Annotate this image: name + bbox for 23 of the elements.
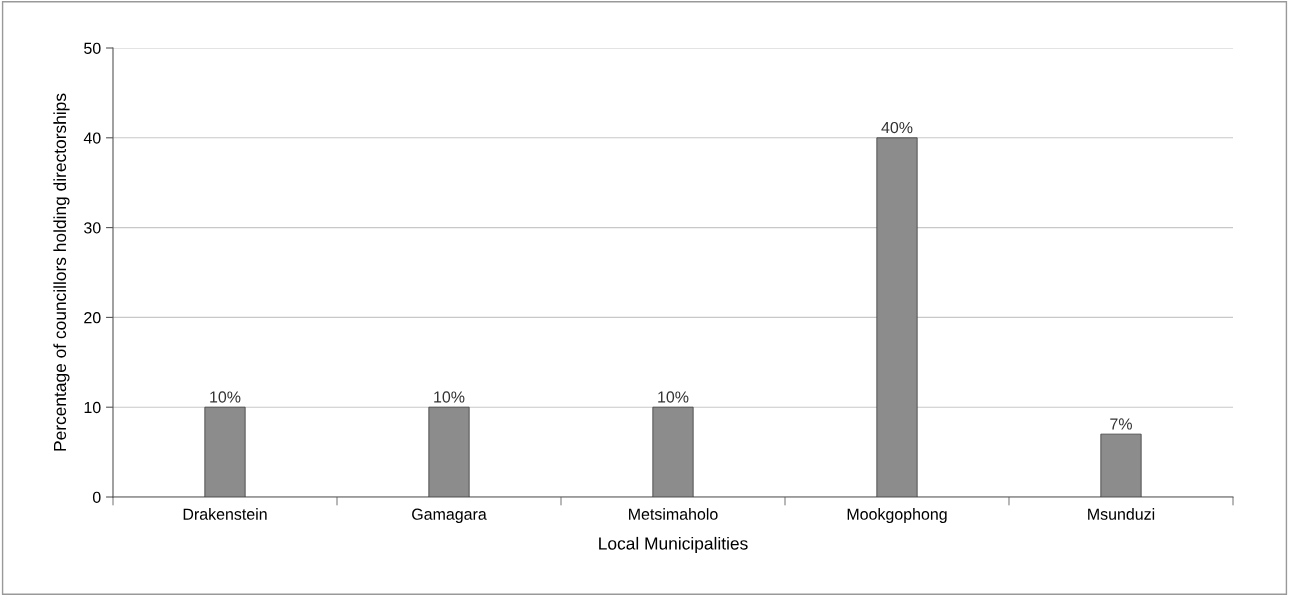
- x-tick-label: Msunduzi: [1088, 508, 1155, 520]
- bar: [428, 406, 470, 497]
- x-tick-label: Metsimaholo: [629, 508, 718, 520]
- y-tick-label: 40: [83, 132, 101, 144]
- x-axis-title: Local Municipalities: [599, 536, 748, 554]
- y-axis-title: Percentage of councillors holding directorships: [53, 93, 70, 451]
- data-label: 10%: [210, 391, 241, 403]
- y-tick-label: 20: [84, 312, 101, 324]
- bar: [1100, 433, 1142, 497]
- data-label: 10%: [658, 391, 689, 403]
- y-tick-label: 30: [84, 222, 101, 234]
- bar: [652, 406, 694, 497]
- y-tick-label: 10: [84, 401, 101, 414]
- x-tick-label: Drakenstein: [183, 508, 267, 520]
- x-tick-label: Gamagara: [412, 508, 487, 523]
- data-label: 10%: [434, 391, 465, 403]
- data-label: 7%: [1110, 418, 1132, 430]
- y-tick-label: 0: [92, 491, 101, 503]
- y-tick-label: 50: [84, 42, 101, 54]
- bar: [204, 406, 246, 497]
- data-label: 40%: [881, 121, 913, 134]
- x-tick-label: Mookgophong: [847, 508, 947, 523]
- bar: [876, 137, 918, 497]
